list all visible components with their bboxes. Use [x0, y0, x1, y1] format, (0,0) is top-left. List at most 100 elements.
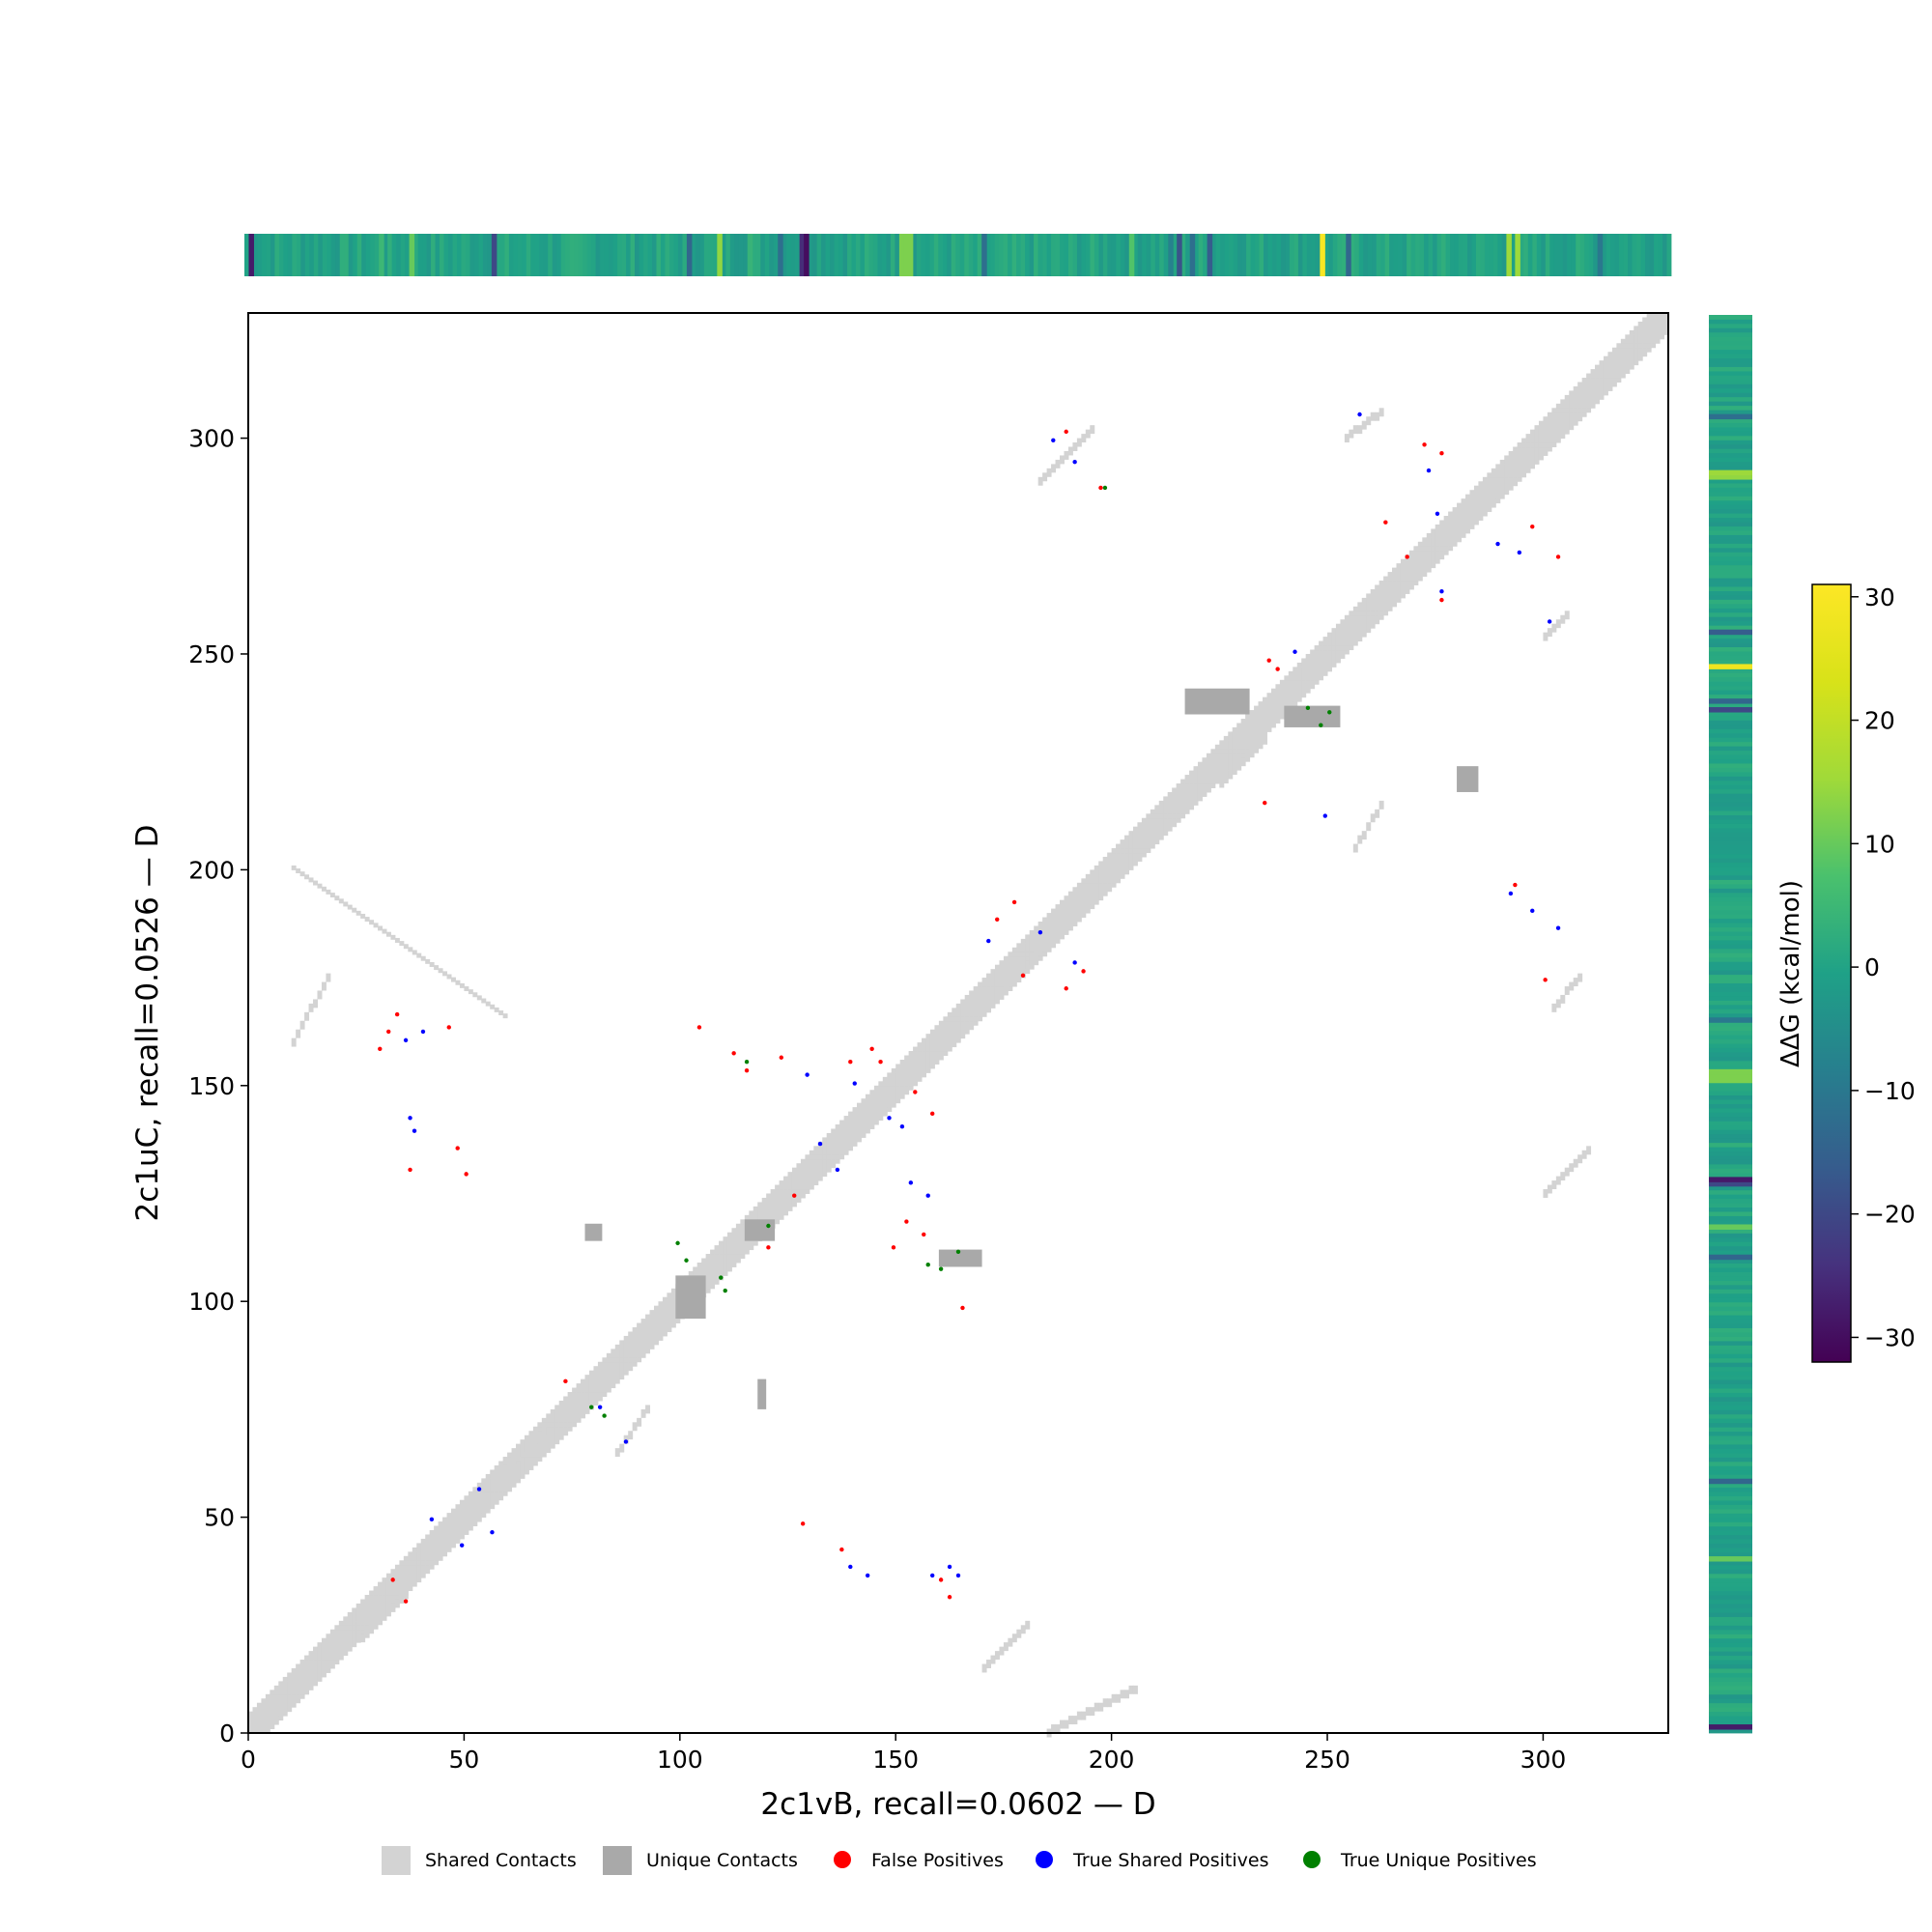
shared-contact-cell: [714, 1262, 720, 1267]
shared-contact-cell: [835, 1146, 840, 1151]
shared-contact-cell: [412, 1551, 417, 1557]
shared-contact-cell: [550, 1426, 555, 1432]
shared-contact-cell: [581, 1408, 586, 1414]
shared-contact-cell: [1011, 969, 1017, 975]
shared-contact-cell: [364, 1599, 370, 1605]
shared-contact-cell: [1629, 343, 1634, 349]
shared-contact-cell: [1067, 925, 1073, 931]
shared-contact-cell: [1098, 878, 1104, 884]
false-positive-point: [1064, 986, 1068, 991]
shared-contact-cell: [714, 1258, 720, 1264]
shared-contact-cell: [934, 1046, 940, 1052]
shared-contact-cell: [273, 1690, 279, 1695]
shared-contact-cell: [532, 1457, 538, 1463]
top-ddg-cell: [612, 234, 618, 276]
shared-contact-cell: [1569, 416, 1575, 422]
shared-contact-cell: [1060, 904, 1065, 910]
shared-contact-cell: [943, 1051, 949, 1057]
shared-contact-cell: [1508, 472, 1514, 478]
top-ddg-cell: [1051, 234, 1056, 276]
shared-contact-cell: [775, 1219, 781, 1225]
false-positive-point: [1064, 429, 1068, 435]
shared-contact-cell: [865, 1111, 870, 1117]
shared-contact-cell: [731, 1262, 737, 1267]
shared-contact-cell: [925, 1059, 931, 1065]
right-ddg-cell: [1709, 1138, 1752, 1144]
right-ddg-cell: [1709, 1495, 1752, 1501]
right-ddg-cell: [1709, 1172, 1752, 1178]
right-ddg-cell: [1709, 1203, 1752, 1208]
shared-contact-cell: [446, 1538, 452, 1544]
shared-contact-cell: [619, 1366, 625, 1372]
shared-contact-cell: [1245, 753, 1251, 762]
top-ddg-cell: [1297, 234, 1303, 276]
shared-contact-cell: [1387, 593, 1393, 599]
shared-contact-cell: [1180, 809, 1186, 814]
shared-contact-cell: [1595, 394, 1601, 400]
shared-contact-cell: [1055, 938, 1061, 944]
shared-contact-cell: [943, 1020, 949, 1026]
shared-contact-cell: [373, 1586, 379, 1592]
shared-contact-cell: [1457, 528, 1463, 534]
shared-contact-cell: [978, 994, 983, 1000]
shared-contact-cell: [662, 1296, 668, 1302]
shared-contact-cell: [1128, 852, 1134, 858]
right-ddg-cell: [1709, 948, 1752, 953]
right-ddg-cell: [1709, 634, 1752, 639]
shared-contact-cell: [385, 1577, 391, 1583]
shared-contact-cell: [1413, 572, 1419, 578]
shared-contact-cell: [805, 1184, 810, 1190]
shared-contact-cell: [999, 981, 1005, 987]
shared-contact-cell: [313, 1676, 318, 1682]
shared-contact-cell: [649, 1340, 655, 1346]
shared-contact-cell: [1150, 813, 1155, 819]
x-tick-label: 250: [1304, 1746, 1350, 1774]
right-ddg-cell: [1709, 979, 1752, 984]
shared-contact-cell: [955, 1029, 961, 1035]
right-ddg-cell: [1709, 931, 1752, 936]
shared-contact-cell: [1378, 602, 1384, 608]
shared-contact-cell: [1279, 710, 1285, 716]
right-ddg-cell: [1709, 327, 1752, 333]
top-ddg-cell: [387, 234, 393, 276]
right-ddg-cell: [1709, 655, 1752, 661]
shared-contact-cell: [640, 1335, 646, 1341]
shared-contact-cell: [438, 1547, 443, 1552]
shared-contact-cell: [378, 925, 384, 931]
top-ddg-cell: [1441, 234, 1446, 276]
shared-contact-cell: [913, 1081, 919, 1087]
shared-contact-cell: [869, 1124, 875, 1129]
shared-contact-cell: [662, 1301, 668, 1307]
shared-contact-cell: [1513, 459, 1519, 465]
shared-contact-cell: [1625, 364, 1631, 370]
shared-contact-cell: [1245, 735, 1251, 741]
shared-contact-cell: [1642, 347, 1648, 353]
shared-contact-cell: [1517, 472, 1522, 478]
shared-contact-cell: [378, 1581, 384, 1587]
shared-contact-cell: [563, 1426, 569, 1432]
shared-contact-cell: [481, 998, 487, 1004]
shared-contact-cell: [572, 1422, 578, 1428]
right-ddg-cell: [1709, 1030, 1752, 1036]
shared-contact-cell: [326, 973, 331, 982]
shared-contact-cell: [1322, 649, 1328, 655]
shared-contact-cell: [581, 1387, 586, 1393]
legend-label: True Shared Positives: [1072, 1850, 1268, 1871]
shared-contact-cell: [1197, 770, 1203, 776]
shared-contact-cell: [1319, 645, 1324, 651]
shared-contact-cell: [1344, 637, 1350, 642]
top-ddg-cell: [1020, 234, 1026, 276]
shared-contact-cell: [1111, 848, 1117, 854]
shared-contact-cell: [1254, 723, 1260, 728]
shared-contact-cell: [1189, 779, 1195, 784]
true-unique-positive-point: [1327, 710, 1332, 715]
right-ddg-cell: [1709, 1492, 1752, 1496]
shared-contact-cell: [1637, 343, 1643, 349]
shared-contact-cell: [1491, 481, 1496, 487]
shared-contact-cell: [373, 1620, 379, 1630]
shared-contact-cell: [1094, 869, 1099, 875]
shared-contact-cell: [1055, 929, 1061, 935]
shared-contact-cell: [369, 1625, 375, 1634]
shared-contact-cell: [1595, 369, 1601, 375]
